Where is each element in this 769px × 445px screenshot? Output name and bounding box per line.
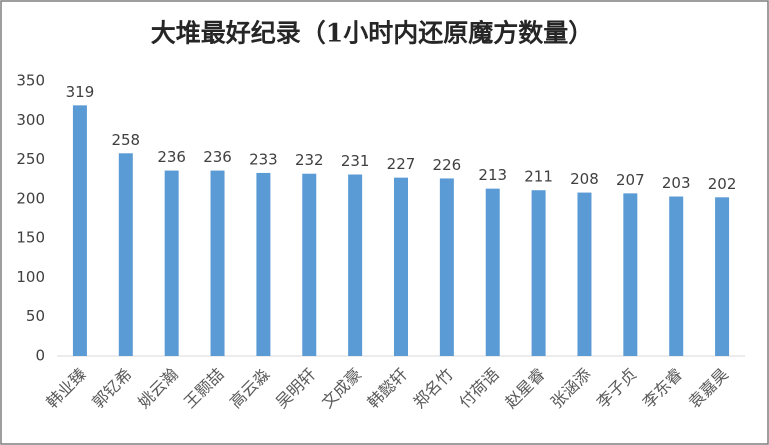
value-label: 231 — [341, 152, 370, 170]
bar — [164, 170, 179, 356]
value-label: 258 — [111, 131, 140, 149]
bar — [577, 192, 592, 356]
value-label: 207 — [616, 171, 645, 189]
value-label: 319 — [66, 83, 95, 101]
bar — [439, 178, 454, 356]
y-tick-label: 300 — [16, 111, 45, 129]
y-tick-label: 250 — [16, 150, 45, 168]
bar — [394, 177, 408, 356]
y-tick-label: 150 — [16, 229, 45, 247]
bar — [348, 174, 363, 356]
value-label: 208 — [570, 170, 599, 188]
value-label: 211 — [524, 168, 553, 186]
bar — [256, 172, 271, 356]
bar — [302, 173, 317, 356]
value-label: 236 — [157, 148, 186, 166]
bar — [72, 105, 87, 356]
value-label: 226 — [433, 156, 462, 174]
value-label: 203 — [662, 174, 691, 192]
bar — [531, 190, 546, 356]
value-label: 202 — [708, 175, 737, 193]
bar — [118, 153, 133, 356]
bar — [210, 170, 225, 356]
bar — [623, 193, 638, 356]
y-tick-label: 350 — [16, 72, 45, 90]
y-tick-label: 200 — [16, 189, 45, 207]
chart-title: 大堆最好纪录（1小时内还原魔方数量） — [151, 19, 593, 48]
value-label: 236 — [203, 148, 232, 166]
bar — [715, 197, 730, 356]
value-label: 233 — [249, 150, 278, 168]
y-tick-label: 50 — [26, 307, 45, 325]
value-label: 232 — [295, 151, 324, 169]
y-tick-label: 100 — [16, 268, 45, 286]
value-label: 227 — [387, 155, 416, 173]
y-tick-label: 0 — [35, 347, 45, 365]
bar — [485, 188, 500, 356]
value-label: 213 — [478, 166, 507, 184]
bar — [669, 196, 684, 356]
